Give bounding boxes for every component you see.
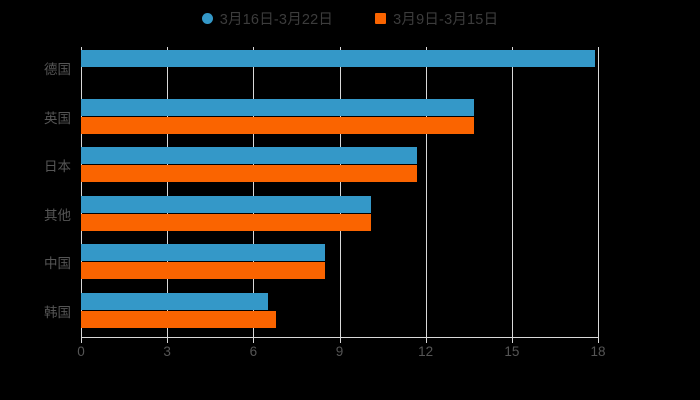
bar[interactable] <box>81 213 372 231</box>
legend-item-series-0[interactable]: 3月16日-3月22日 <box>201 8 334 29</box>
bar-group <box>81 144 598 193</box>
bar-group <box>81 96 598 145</box>
y-axis-line <box>81 47 82 338</box>
gridline <box>425 47 427 338</box>
gridline <box>598 47 599 338</box>
x-axis-tick <box>81 338 82 343</box>
chart-legend: 3月16日-3月22日 3月9日-3月15日 <box>0 8 700 29</box>
bar[interactable] <box>81 116 475 134</box>
bar-group <box>81 241 598 290</box>
legend-circle-marker-icon <box>201 13 213 24</box>
x-axis-tick-label: 15 <box>504 344 520 359</box>
y-axis-tick-label: 英国 <box>44 110 71 126</box>
x-axis-tick-label: 12 <box>418 344 434 359</box>
x-axis-tick <box>511 338 513 343</box>
x-axis-tick-label: 0 <box>77 344 85 359</box>
bar[interactable] <box>81 195 372 213</box>
bar[interactable] <box>81 147 418 164</box>
bar[interactable] <box>81 310 277 328</box>
bar[interactable] <box>81 50 596 67</box>
x-axis-tick <box>167 338 169 343</box>
gridline <box>253 47 255 338</box>
x-axis-tick <box>425 338 427 343</box>
bar[interactable] <box>81 262 326 279</box>
x-axis-tick-label: 6 <box>249 344 258 359</box>
y-axis-tick-label: 其他 <box>44 207 71 223</box>
x-axis-tick-label: 3 <box>163 344 171 359</box>
legend-label-series-0: 3月16日-3月22日 <box>219 12 334 28</box>
legend-square-marker-icon <box>375 13 387 24</box>
gridline <box>511 47 513 338</box>
x-axis-tick <box>598 338 599 343</box>
y-axis-tick-label: 德国 <box>44 62 71 78</box>
gridline <box>167 47 169 338</box>
x-axis-tick-label: 18 <box>590 344 606 359</box>
legend-item-series-1[interactable]: 3月9日-3月15日 <box>375 8 498 29</box>
x-axis-tick-label: 9 <box>335 344 344 359</box>
x-axis-tick <box>339 338 341 343</box>
legend-label-series-1: 3月9日-3月15日 <box>393 12 499 28</box>
y-axis-tick-label: 中国 <box>44 256 71 272</box>
plot-area <box>81 47 599 339</box>
x-axis-tick <box>253 338 255 343</box>
bar[interactable] <box>81 292 268 310</box>
bar-group <box>81 290 598 339</box>
bar-group <box>81 193 598 242</box>
bar-group <box>81 47 598 96</box>
bar[interactable] <box>81 244 326 261</box>
y-axis-tick-label: 韩国 <box>44 304 71 320</box>
bar[interactable] <box>81 98 475 116</box>
gridline <box>339 47 341 338</box>
y-axis-tick-label: 日本 <box>44 159 71 175</box>
bar[interactable] <box>81 165 418 182</box>
y-axis-labels: 德国英国日本其他中国韩国 <box>0 47 81 338</box>
x-axis: 0 3 6 9 12 15 18 <box>0 338 700 368</box>
